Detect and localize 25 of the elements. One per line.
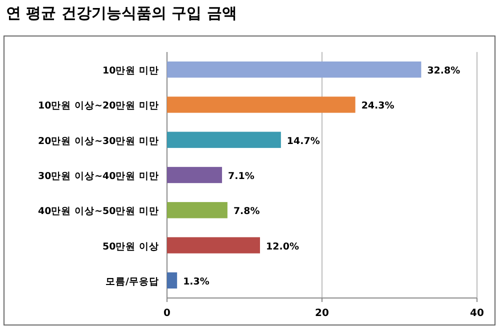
bar — [167, 272, 178, 289]
y-tick-label: 20만원 이상~30만원 미만 — [38, 136, 159, 147]
bar — [167, 202, 228, 218]
y-tick-label: 모름/무응답 — [106, 276, 159, 288]
data-label: 24.3% — [361, 100, 395, 112]
data-label: 12.0% — [266, 241, 300, 252]
chart-title: 연 평균 건강기능식품의 구입 금액 — [6, 4, 237, 22]
bar — [167, 132, 281, 148]
y-tick-label: 30만원 이상~40만원 미만 — [38, 171, 159, 182]
x-tick-label: 20 — [315, 308, 329, 319]
y-tick-label: 10만원 미만 — [102, 66, 159, 77]
bar — [167, 237, 260, 254]
bar — [167, 61, 422, 78]
bar — [167, 166, 222, 184]
data-label: 7.1% — [228, 171, 255, 182]
y-tick-label: 40만원 이상~50만원 미만 — [38, 206, 159, 218]
y-tick-label: 50만원 이상 — [102, 241, 159, 252]
data-label: 32.8% — [427, 66, 461, 77]
data-label: 1.3% — [183, 276, 210, 288]
data-label: 14.7% — [286, 136, 320, 147]
x-tick-label: 0 — [164, 308, 171, 319]
bar — [167, 96, 356, 113]
data-label: 7.8% — [233, 206, 260, 218]
y-tick-label: 10만원 이상~20만원 미만 — [38, 100, 159, 112]
x-tick-label: 40 — [470, 308, 484, 319]
